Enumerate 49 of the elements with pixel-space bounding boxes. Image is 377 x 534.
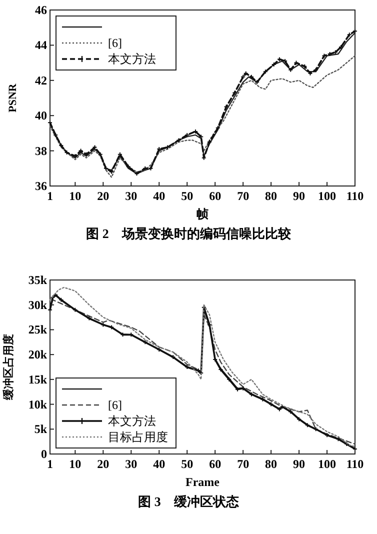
x-axis-title: 帧	[196, 207, 208, 221]
y-tick-label: 10k	[28, 397, 48, 412]
x-tick-label: 60	[209, 189, 222, 203]
x-tick-label: 90	[293, 189, 306, 203]
x-tick-label: 40	[153, 457, 166, 471]
x-tick-label: 90	[293, 457, 306, 471]
x-tick-label: 80	[265, 457, 278, 471]
x-tick-label: 70	[237, 189, 250, 203]
legend-label: 本文方法	[108, 414, 156, 428]
legend-label: [6]	[108, 398, 122, 412]
x-tick-label: 1	[47, 457, 53, 471]
text: 图 2 场景变换时的编码信噪比比较	[86, 226, 292, 241]
x-tick-label: 20	[97, 457, 110, 471]
y-tick-label: 36	[35, 179, 47, 193]
y-tick-label: 5k	[34, 422, 48, 436]
x-tick-label: 10	[69, 189, 82, 203]
legend-label: 本文方法	[108, 52, 156, 66]
x-tick-label: 50	[181, 189, 194, 203]
x-tick-label: 30	[125, 189, 138, 203]
y-tick-label: 42	[35, 73, 47, 88]
legend-label: 目标占用度	[108, 430, 168, 444]
x-axis-title: Frame	[186, 475, 220, 489]
x-tick-label: 110	[346, 189, 364, 203]
x-tick-label: 40	[153, 189, 166, 203]
y-tick-label: 35k	[28, 273, 48, 287]
y-axis-title: PSNR	[7, 82, 19, 112]
y-tick-label: 20k	[28, 348, 48, 362]
x-tick-label: 60	[209, 457, 222, 471]
x-tick-label: 30	[125, 457, 138, 471]
x-tick-label: 100	[318, 457, 336, 471]
text: 图 3 缓冲区状态	[138, 494, 240, 509]
y-tick-label: 46	[35, 3, 47, 17]
legend-label: [6]	[108, 36, 122, 50]
x-tick-label: 50	[181, 457, 194, 471]
y-tick-label: 30k	[28, 298, 48, 312]
x-tick-label: 110	[346, 457, 364, 471]
y-tick-label: 44	[35, 38, 47, 52]
y-tick-label: 25k	[28, 322, 48, 337]
y-tick-label: 0	[41, 447, 47, 461]
x-tick-label: 1	[47, 189, 53, 203]
x-tick-label: 20	[97, 189, 110, 203]
y-tick-label: 40	[35, 108, 47, 123]
y-tick-label: 38	[35, 144, 47, 158]
y-axis-title: 缓冲区占用度	[2, 334, 15, 401]
y-tick-label: 15k	[28, 372, 48, 386]
x-tick-label: 100	[318, 189, 336, 203]
x-tick-label: 70	[237, 457, 250, 471]
x-tick-label: 10	[69, 457, 82, 471]
x-tick-label: 80	[265, 189, 278, 203]
